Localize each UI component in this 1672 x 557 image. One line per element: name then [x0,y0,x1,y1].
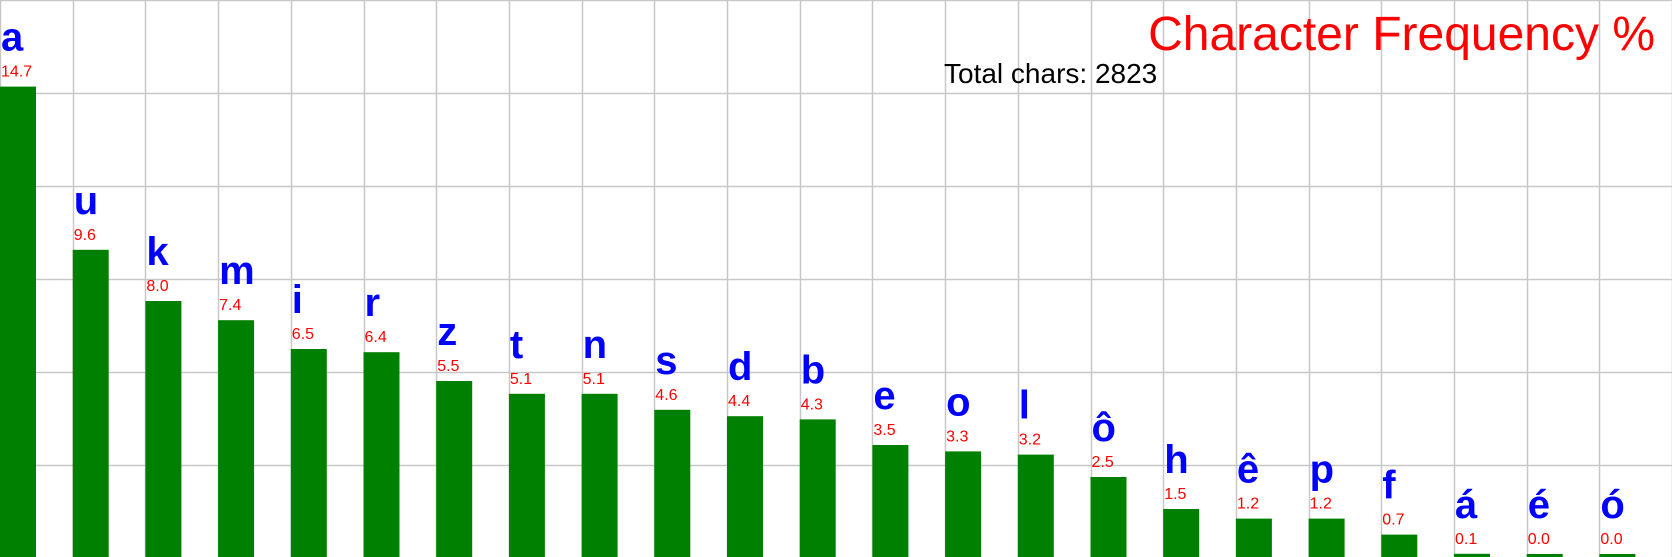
category-label-22: ó [1600,483,1624,527]
bar-21 [1526,554,1563,557]
category-label-1: u [74,179,98,223]
value-label-6: 5.5 [437,358,459,375]
value-label-11: 4.3 [801,396,823,413]
category-label-6: z [437,310,457,354]
value-label-12: 3.5 [873,422,895,439]
bars-group [0,86,1636,557]
value-label-21: 0.0 [1528,531,1550,548]
value-label-10: 4.4 [728,393,750,410]
value-label-5: 6.4 [365,329,387,346]
bar-14 [1017,454,1054,557]
value-label-9: 4.6 [655,387,677,404]
value-label-16: 1.5 [1164,486,1186,503]
bar-19 [1381,534,1418,557]
bar-12 [872,445,909,557]
category-label-5: r [365,281,381,325]
category-label-2: k [146,230,169,274]
chart-title: Character Frequency % [1148,8,1655,61]
value-label-19: 0.7 [1382,512,1404,529]
bar-9 [654,409,691,557]
bar-15 [1090,477,1127,557]
bar-10 [727,416,763,557]
chart-subtitle: Total chars: 2823 [944,58,1157,89]
category-label-16: h [1164,438,1188,482]
bar-3 [218,320,255,557]
category-label-12: e [873,374,895,418]
bar-0 [0,86,36,557]
bar-11 [799,419,836,557]
value-label-3: 7.4 [219,297,241,314]
category-label-8: n [583,323,607,367]
value-label-8: 5.1 [583,371,605,388]
value-label-1: 9.6 [74,227,96,244]
value-label-4: 6.5 [292,326,314,343]
value-label-20: 0.1 [1455,531,1477,548]
bar-1 [72,249,109,557]
bar-17 [1235,518,1272,557]
category-label-14: l [1019,384,1030,428]
category-label-19: f [1382,464,1396,508]
category-label-15: ô [1092,406,1116,450]
bar-2 [145,301,182,557]
value-label-17: 1.2 [1237,496,1259,513]
bar-16 [1163,509,1200,557]
bar-8 [581,393,618,557]
category-label-7: t [510,323,523,367]
value-label-18: 1.2 [1310,496,1332,513]
value-label-2: 8.0 [146,278,168,295]
category-label-0: a [1,16,24,60]
value-label-13: 3.3 [946,428,968,445]
bar-20 [1454,553,1490,557]
labels-group: 14.7 a 9.6 u 8.0 k 7.4 m 6.5 i 6.4 r 5.5 z 5.1 t 5.1 n 4.6… [1,16,1625,548]
category-label-20: á [1455,483,1478,527]
category-label-4: i [292,278,303,322]
bar-22 [1599,554,1636,557]
value-label-15: 2.5 [1092,454,1114,471]
category-label-13: o [946,380,970,424]
category-label-3: m [219,249,255,293]
category-label-11: b [801,348,825,392]
bar-4 [290,349,327,557]
bar-6 [436,381,473,557]
category-label-21: é [1528,483,1550,527]
bar-7 [508,393,545,557]
category-label-9: s [655,339,677,383]
value-label-0: 14.7 [1,64,32,81]
value-label-14: 3.2 [1019,432,1041,449]
bar-18 [1308,518,1345,557]
value-label-22: 0.0 [1600,531,1622,548]
category-label-10: d [728,345,752,389]
bar-5 [363,352,400,557]
category-label-17: ê [1237,448,1259,492]
bar-13 [945,451,982,557]
category-label-18: p [1310,448,1334,492]
value-label-7: 5.1 [510,371,532,388]
